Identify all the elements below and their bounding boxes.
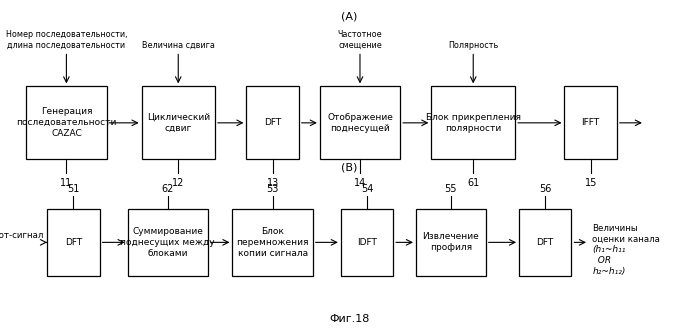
Bar	[320, 86, 400, 159]
Text: Номер последовательности,
длина последовательности: Номер последовательности, длина последов…	[6, 31, 127, 50]
Text: DFT: DFT	[65, 238, 82, 247]
Text: 12: 12	[172, 178, 185, 188]
Text: (h₁~h₁₁
  OR
h₂~h₁₂): (h₁~h₁₁ OR h₂~h₁₂)	[593, 245, 626, 276]
Text: 11: 11	[60, 178, 73, 188]
Bar	[431, 86, 515, 159]
Bar	[416, 209, 486, 276]
Text: Суммирование
поднесущих между
блоками: Суммирование поднесущих между блоками	[120, 227, 215, 258]
Text: Генерация
последовательности
CAZAC: Генерация последовательности CAZAC	[16, 107, 117, 138]
Bar	[519, 209, 572, 276]
Text: Блок прикрепления
полярности: Блок прикрепления полярности	[426, 113, 521, 133]
Bar	[232, 209, 313, 276]
Bar	[341, 209, 393, 276]
Text: Циклический
сдвиг: Циклический сдвиг	[147, 113, 210, 133]
Text: Пилот-сигнал: Пилот-сигнал	[0, 231, 43, 240]
Text: (А): (А)	[341, 12, 358, 22]
Text: 51: 51	[67, 184, 80, 194]
Bar	[247, 86, 299, 159]
Text: Извлечение
профиля: Извлечение профиля	[422, 232, 480, 252]
Text: DFT: DFT	[537, 238, 554, 247]
Text: Частотное
смещение: Частотное смещение	[338, 31, 382, 50]
Bar	[565, 86, 617, 159]
Text: 13: 13	[266, 178, 279, 188]
Text: Отображение
поднесущей: Отображение поднесущей	[327, 113, 393, 133]
Text: DFT: DFT	[264, 118, 281, 127]
Text: IDFT: IDFT	[357, 238, 377, 247]
Bar	[27, 86, 106, 159]
Text: 56: 56	[539, 184, 552, 194]
Text: IFFT: IFFT	[582, 118, 600, 127]
Text: 62: 62	[161, 184, 174, 194]
Text: 54: 54	[361, 184, 373, 194]
Text: 61: 61	[467, 178, 480, 188]
Text: (В): (В)	[341, 163, 358, 173]
Text: Полярность: Полярность	[448, 41, 498, 50]
Bar	[127, 209, 208, 276]
Text: Величины
оценки канала: Величины оценки канала	[593, 224, 661, 244]
Text: 15: 15	[584, 178, 597, 188]
Text: Блок
перемножения
копии сигнала: Блок перемножения копии сигнала	[236, 227, 309, 258]
Bar	[48, 209, 100, 276]
Text: Величина сдвига: Величина сдвига	[142, 41, 215, 50]
Bar	[141, 86, 215, 159]
Text: Фиг.18: Фиг.18	[329, 314, 370, 324]
Text: 53: 53	[266, 184, 279, 194]
Text: 14: 14	[354, 178, 366, 188]
Text: 55: 55	[445, 184, 457, 194]
